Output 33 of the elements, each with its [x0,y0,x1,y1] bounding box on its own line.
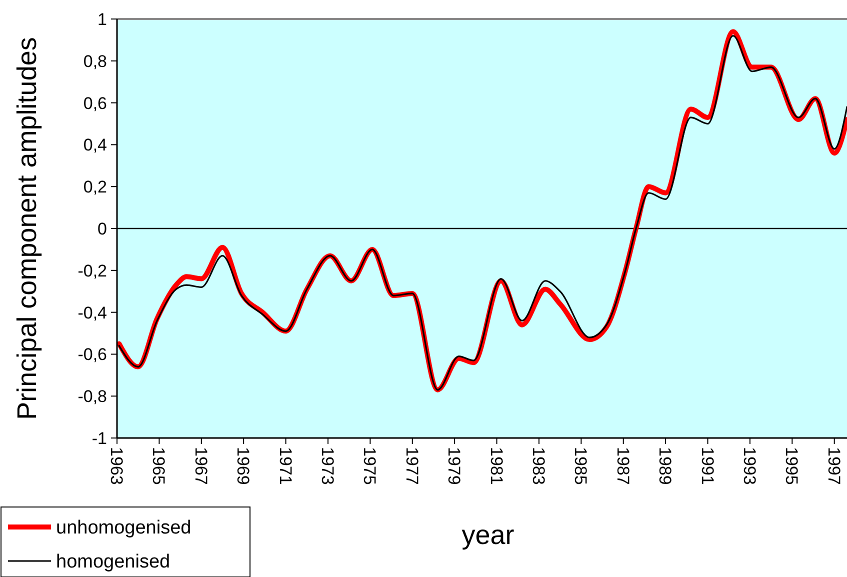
x-tick-label: 1995 [782,447,802,485]
y-tick-label: 0,4 [83,136,107,155]
y-axis-title: Principal component amplitudes [12,37,42,420]
y-tick-label: -0,8 [78,387,107,406]
x-tick-label: 1989 [656,447,675,485]
x-tick-label: 1965 [149,447,168,485]
x-tick-label: 1985 [571,447,590,485]
y-tick-label: 1 [98,10,107,29]
y-tick-label: -0,2 [78,261,107,280]
x-tick-label: 1977 [402,447,422,485]
x-axis-title: year [462,520,514,550]
x-tick-label: 1981 [486,447,506,485]
x-tick-label: 1971 [276,447,295,485]
x-tick-label: 1993 [740,447,759,485]
x-tick-label: 1973 [318,447,338,485]
x-tick-label: 1979 [444,447,464,485]
x-tick-label: 1997 [824,447,844,485]
y-tick-label: -0,6 [78,345,107,364]
legend-label: homogenised [56,552,170,573]
y-tick-label: -0,4 [78,303,107,322]
x-tick-label: 1987 [613,447,632,485]
y-tick-label: 0,2 [83,178,107,197]
x-tick-label: 1991 [698,447,717,485]
y-tick-label: 0,6 [83,94,107,113]
y-tick-label: 0,8 [83,52,107,71]
x-tick-label: 1963 [107,447,126,485]
y-tick-label: 0 [98,219,107,238]
x-tick-label: 1975 [360,447,380,485]
x-tick-label: 1967 [191,447,210,485]
x-tick-label: 1969 [234,447,253,485]
y-tick-label: -1 [92,428,107,448]
x-tick-label: 1983 [529,447,548,485]
legend-label: unhomogenised [56,518,192,539]
